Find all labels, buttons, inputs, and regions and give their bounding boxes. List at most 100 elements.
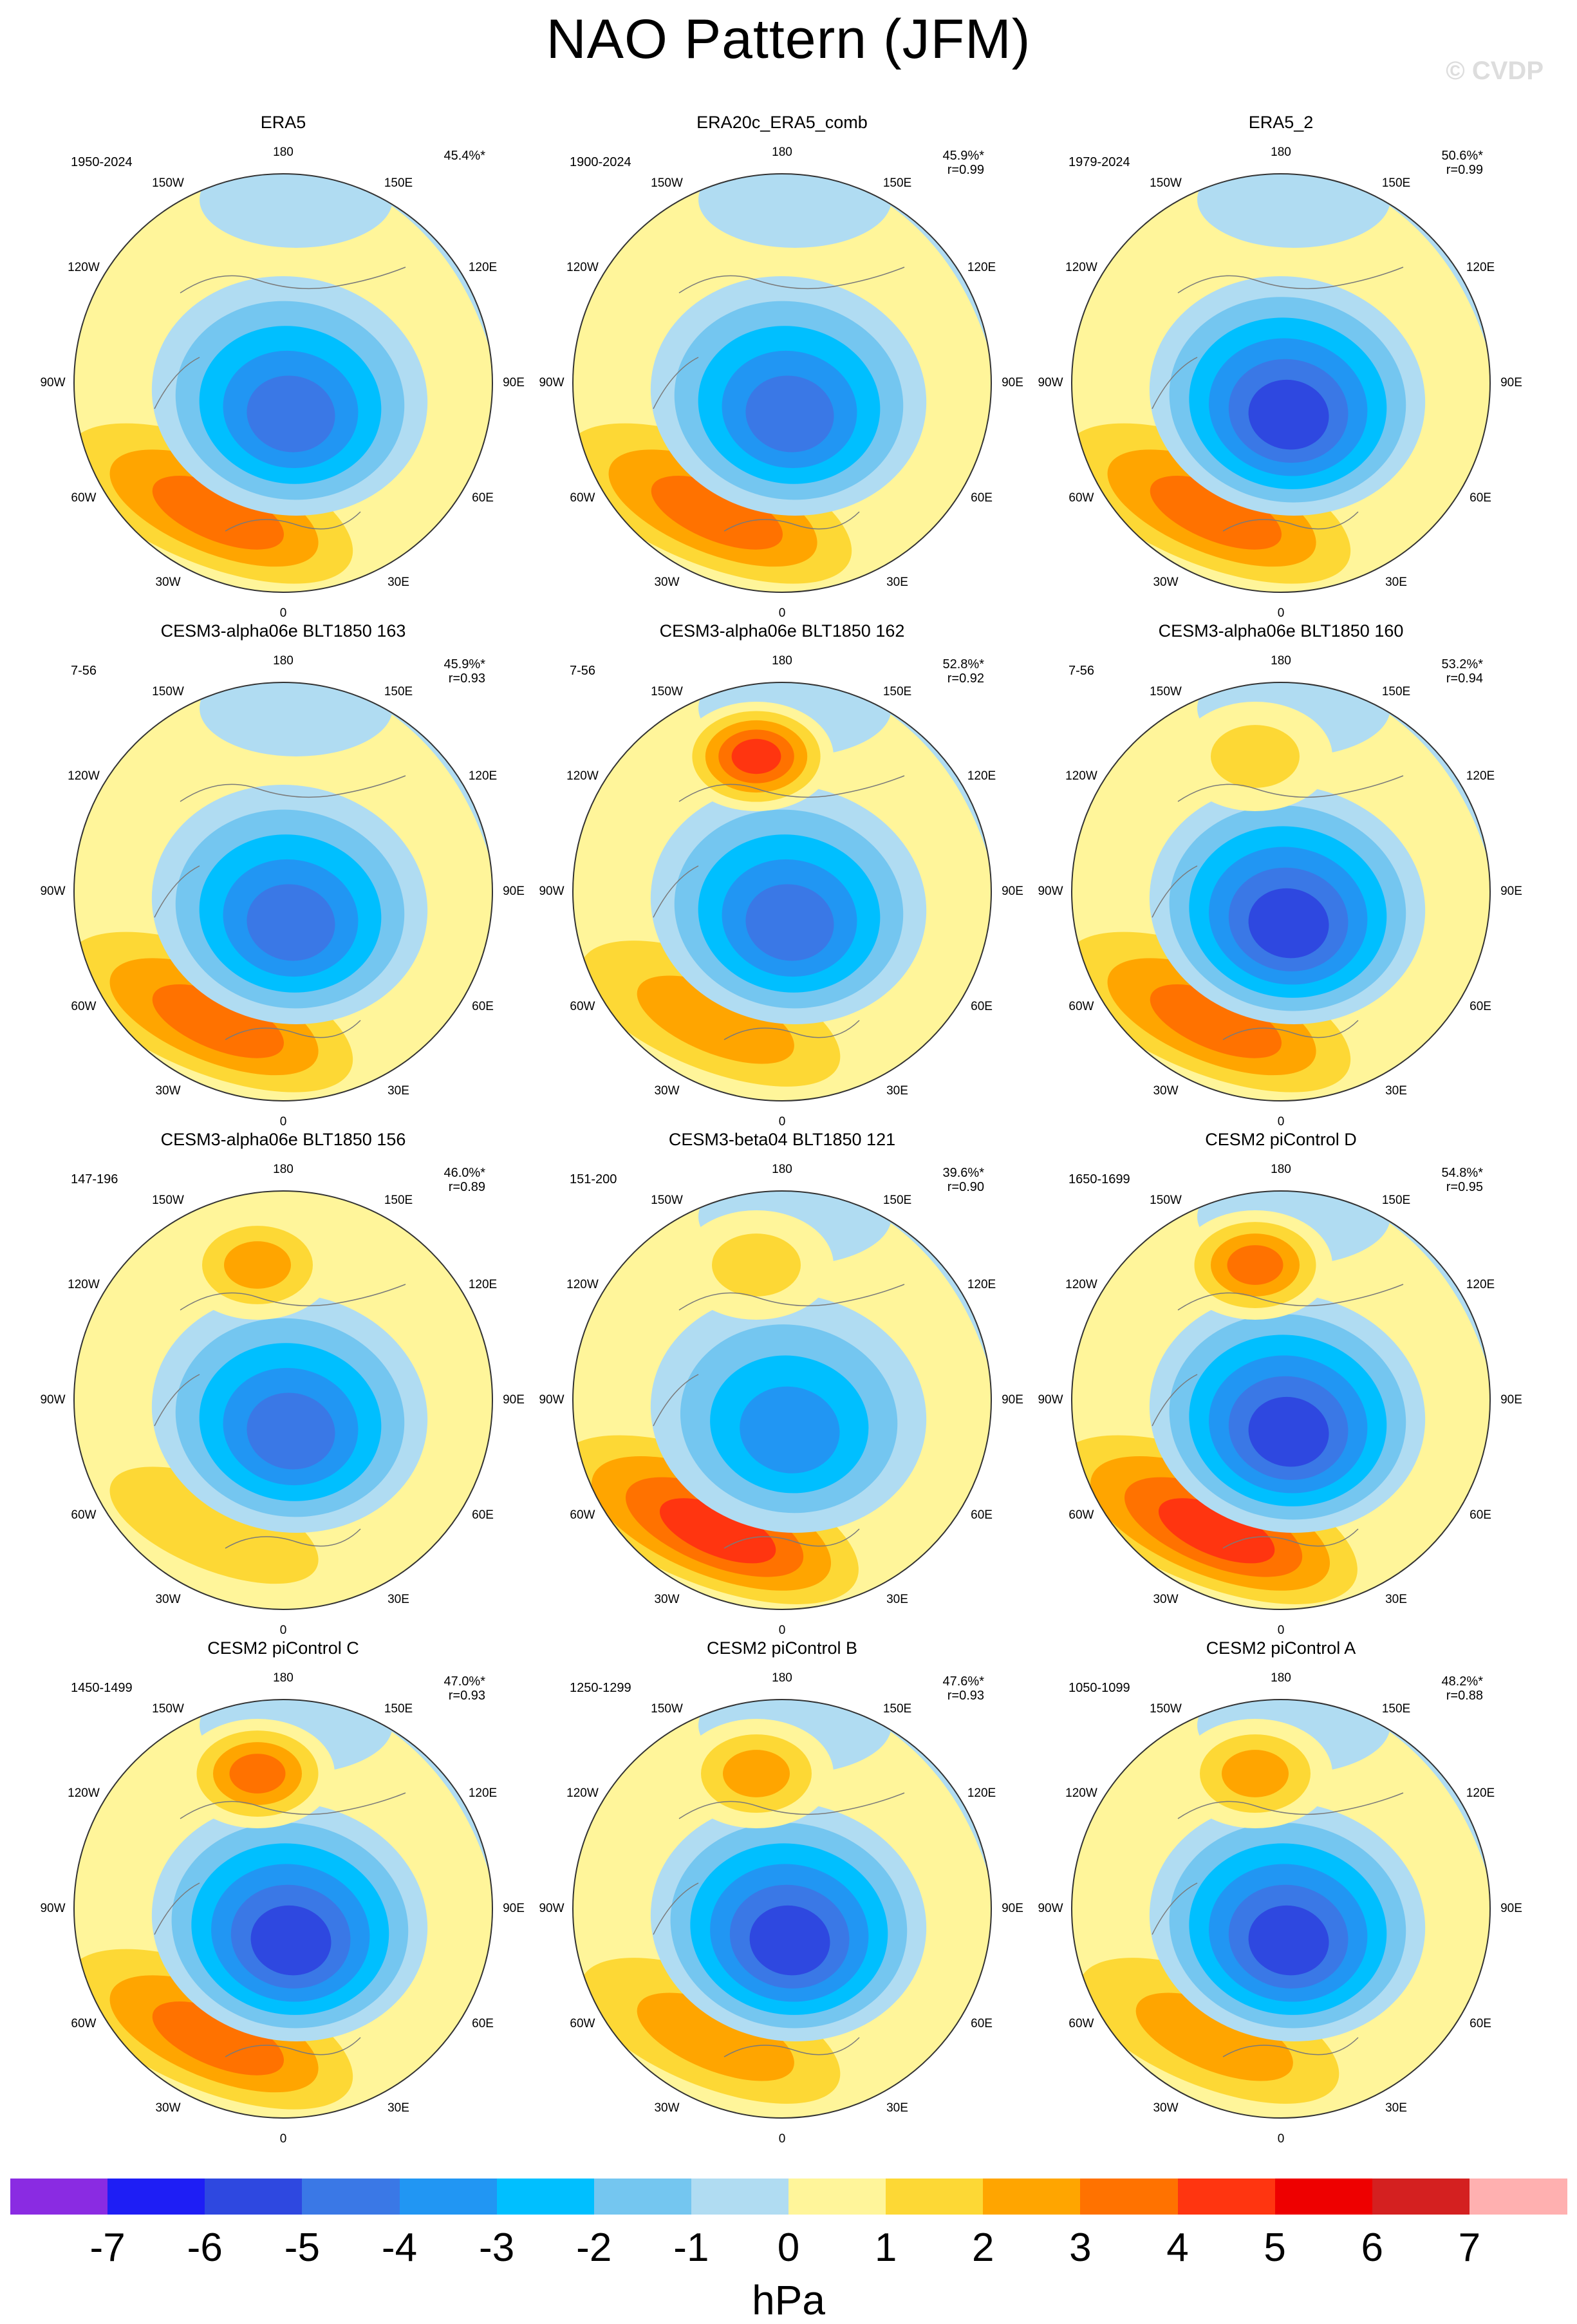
longitude-label: 120W bbox=[1065, 261, 1097, 274]
panel-stats: 47.6%* r=0.93 bbox=[943, 1674, 985, 1703]
longitude-label: 60E bbox=[971, 491, 993, 505]
map-boundary bbox=[73, 682, 493, 1101]
panel-pattern-correlation: r=0.93 bbox=[448, 1689, 485, 1703]
coastline bbox=[154, 1792, 406, 2057]
panel-years: 1900-2024 bbox=[570, 155, 631, 169]
longitude-label: 60W bbox=[570, 1508, 595, 1522]
panel-stats: 54.8%* r=0.95 bbox=[1442, 1166, 1484, 1194]
longitude-label: 120E bbox=[967, 1786, 996, 1800]
colorbar-tick-label: -1 bbox=[673, 2226, 709, 2270]
panel-pattern-correlation: r=0.95 bbox=[1446, 1180, 1483, 1194]
panel-title: ERA20c_ERA5_comb bbox=[696, 113, 868, 132]
map-boundary bbox=[572, 1190, 992, 1610]
pacific-high-contour-level bbox=[712, 1233, 801, 1297]
coastline bbox=[1152, 267, 1404, 532]
colorbar-swatch bbox=[691, 2179, 789, 2215]
longitude-label: 30W bbox=[1153, 2101, 1179, 2115]
pacific-high-contour-level bbox=[1211, 725, 1300, 788]
atlantic-high-contour-level bbox=[152, 984, 285, 1058]
atlantic-high-contour-level bbox=[1150, 984, 1282, 1058]
longitude-label: 60W bbox=[570, 1000, 595, 1013]
atlantic-high-contour-level bbox=[1158, 1498, 1275, 1564]
colorbar-tick-label: -3 bbox=[479, 2226, 515, 2270]
longitude-label: 120W bbox=[68, 261, 100, 274]
longitude-label: 150W bbox=[152, 1701, 184, 1716]
longitude-label: 150E bbox=[1381, 1193, 1411, 1207]
negative-anomaly-region bbox=[698, 174, 891, 248]
longitude-label: 60E bbox=[1470, 1508, 1491, 1522]
longitude-label: 90E bbox=[1500, 376, 1522, 389]
figure-title: NAO Pattern (JFM) bbox=[546, 8, 1031, 70]
longitude-label: 180 bbox=[1271, 1163, 1291, 1176]
panel-pattern-correlation: r=0.99 bbox=[1446, 163, 1483, 177]
panel-years: 7-56 bbox=[71, 664, 97, 678]
arctic-low-contour-level bbox=[1248, 1905, 1329, 1976]
pacific-high-contour-level bbox=[229, 1754, 286, 1794]
longitude-label: 60W bbox=[1068, 491, 1094, 505]
longitude-label: 60E bbox=[472, 1000, 494, 1013]
polar-map bbox=[572, 173, 992, 593]
longitude-label: 30W bbox=[155, 1084, 181, 1098]
polar-map bbox=[1071, 1699, 1491, 2119]
longitude-label: 30E bbox=[387, 2101, 409, 2115]
longitude-label: 30E bbox=[1385, 1593, 1407, 1607]
longitude-label: 180 bbox=[273, 654, 294, 668]
longitude-label: 90E bbox=[503, 1902, 525, 1915]
panel-variance-pct: 45.9%* bbox=[443, 657, 486, 671]
colorbar-tick-label: 2 bbox=[972, 2226, 994, 2270]
longitude-label: 90E bbox=[1500, 1902, 1522, 1915]
atlantic-high-contour-level bbox=[1150, 476, 1282, 550]
longitude-label: 120E bbox=[967, 1278, 996, 1291]
panel-years: 151-200 bbox=[570, 1172, 617, 1186]
panel-pattern-correlation: r=0.88 bbox=[1446, 1689, 1483, 1703]
atlantic-high-contour-level bbox=[651, 476, 783, 550]
map-boundary bbox=[1071, 173, 1491, 593]
longitude-label: 150W bbox=[152, 1193, 184, 1207]
arctic-low-contour-level bbox=[247, 1392, 335, 1470]
coastline bbox=[154, 267, 406, 532]
longitude-label: 120W bbox=[566, 1278, 599, 1291]
coastline bbox=[154, 775, 406, 1040]
longitude-label: 90E bbox=[503, 376, 525, 389]
longitude-label: 150W bbox=[152, 684, 184, 698]
longitude-label: 30E bbox=[886, 2101, 908, 2115]
panel-pattern-correlation: r=0.93 bbox=[947, 1689, 984, 1703]
longitude-label: 30E bbox=[1385, 576, 1407, 590]
longitude-label: 30E bbox=[387, 1593, 409, 1607]
colorbar-swatch bbox=[1274, 2179, 1373, 2215]
panel-title: CESM2 piControl C bbox=[207, 1638, 359, 1658]
colorbar-swatch bbox=[1469, 2179, 1567, 2215]
panel-variance-pct: 45.9%* bbox=[942, 149, 985, 163]
colorbar-swatch bbox=[496, 2179, 595, 2215]
longitude-label: 180 bbox=[273, 1163, 294, 1176]
colorbar-swatch bbox=[788, 2179, 887, 2215]
panel-pattern-correlation: r=0.93 bbox=[448, 671, 485, 686]
panel-title: CESM3-alpha06e BLT1850 156 bbox=[160, 1130, 406, 1149]
longitude-label: 0 bbox=[1277, 606, 1285, 620]
longitude-label: 90E bbox=[503, 1393, 525, 1407]
colorbar-swatch bbox=[593, 2179, 692, 2215]
longitude-label: 60W bbox=[570, 491, 595, 505]
coastline bbox=[653, 267, 905, 532]
arctic-low-contour-level bbox=[1248, 379, 1329, 450]
longitude-label: 150W bbox=[1150, 176, 1182, 190]
longitude-label: 90W bbox=[40, 1902, 66, 1915]
colorbar-tick-label: 5 bbox=[1264, 2226, 1286, 2270]
panel-stats: 47.0%* r=0.93 bbox=[444, 1674, 486, 1703]
longitude-label: 0 bbox=[778, 1624, 786, 1637]
longitude-label: 90E bbox=[503, 885, 525, 898]
longitude-label: 90W bbox=[1038, 376, 1063, 389]
map-panel: CESM3-alpha06e BLT1850 162 7-56 52.8%* r=0.… bbox=[537, 621, 1027, 1129]
panel-stats: 52.8%* r=0.92 bbox=[943, 657, 985, 686]
colorbar-tick-label: -7 bbox=[89, 2226, 126, 2270]
longitude-label: 90E bbox=[1002, 1902, 1023, 1915]
map-panel: CESM2 piControl C 1450-1499 47.0%* r=0.93 18… bbox=[39, 1638, 528, 2146]
longitude-label: 120E bbox=[967, 261, 996, 274]
panel-variance-pct: 47.6%* bbox=[942, 1674, 985, 1689]
longitude-label: 30W bbox=[654, 576, 680, 590]
longitude-label: 90W bbox=[40, 1393, 66, 1407]
longitude-label: 30E bbox=[886, 1593, 908, 1607]
longitude-label: 150W bbox=[651, 1193, 683, 1207]
polar-map bbox=[572, 1190, 992, 1610]
colorbar-tick-label: 0 bbox=[777, 2226, 800, 2270]
